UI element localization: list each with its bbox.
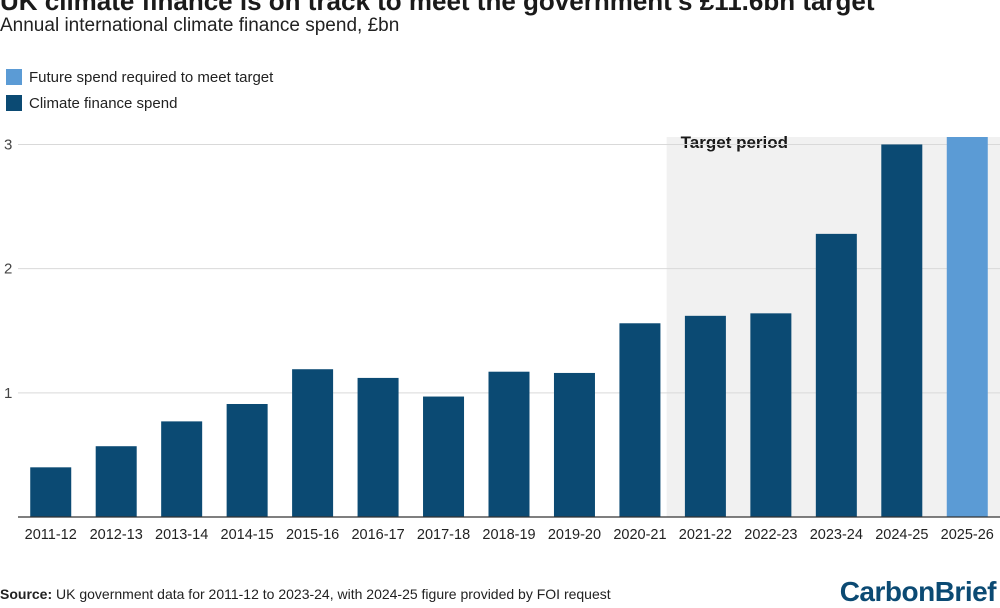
bar-spend-2013-14 [161,421,203,517]
x-tick-label-2011-12: 2011-12 [25,527,77,543]
legend-label-spend: Climate finance spend [29,94,178,112]
carbonbrief-logo: CarbonBrief [839,576,997,607]
bar-future-2025-26 [946,137,988,517]
bar-spend-2022-23 [750,313,792,517]
x-tick-label-2025-26: 2025-26 [941,527,994,543]
x-tick-label-2012-13: 2012-13 [90,527,143,543]
x-tick-label-2023-24: 2023-24 [810,527,863,543]
x-tick-label-2019-20: 2019-20 [548,527,601,543]
bar-spend-2011-12 [30,467,72,517]
source-text: UK government data for 2011-12 to 2023-2… [56,586,611,602]
legend-item-future: Future spend required to meet target [6,64,273,90]
bar-spend-2021-22 [684,315,726,517]
x-tick-label-2016-17: 2016-17 [351,527,404,543]
bar-spend-2016-17 [357,377,399,517]
legend-swatch-future [6,69,22,85]
bar-spend-2023-24 [815,233,857,518]
x-tick-label-2022-23: 2022-23 [744,527,797,543]
y-tick-label-3: 3 [4,136,12,153]
chart-title: UK climate finance is on track to meet t… [0,0,875,16]
source-label: Source: [0,586,53,602]
x-tick-label-2013-14: 2013-14 [155,527,208,543]
y-tick-label-2: 2 [4,261,12,278]
y-tick-label-1: 1 [4,385,12,402]
x-tick-label-2015-16: 2015-16 [286,527,339,543]
legend-swatch-spend [6,95,22,111]
bar-spend-2020-21 [619,323,661,517]
x-tick-label-2024-25: 2024-25 [875,527,928,543]
x-tick-label-2021-22: 2021-22 [679,527,732,543]
x-tick-label-2020-21: 2020-21 [613,527,666,543]
x-tick-label-2018-19: 2018-19 [482,527,535,543]
x-tick-label-2017-18: 2017-18 [417,527,470,543]
bar-spend-2019-20 [553,372,595,517]
x-tick-label-2014-15: 2014-15 [221,527,274,543]
legend-label-future: Future spend required to meet target [29,68,274,86]
chart-subtitle: Annual international climate finance spe… [0,15,400,36]
bar-spend-2024-25 [881,144,923,517]
bar-spend-2012-13 [95,446,137,517]
bar-spend-2018-19 [488,371,530,517]
legend-item-spend: Climate finance spend [6,90,273,116]
bar-spend-2015-16 [292,369,334,517]
target-period-label: Target period [681,133,788,152]
bar-spend-2017-18 [423,396,465,517]
legend: Future spend required to meet target Cli… [6,64,273,116]
bar-spend-2014-15 [226,403,268,517]
source-note: Source: UK government data for 2011-12 t… [0,586,611,602]
